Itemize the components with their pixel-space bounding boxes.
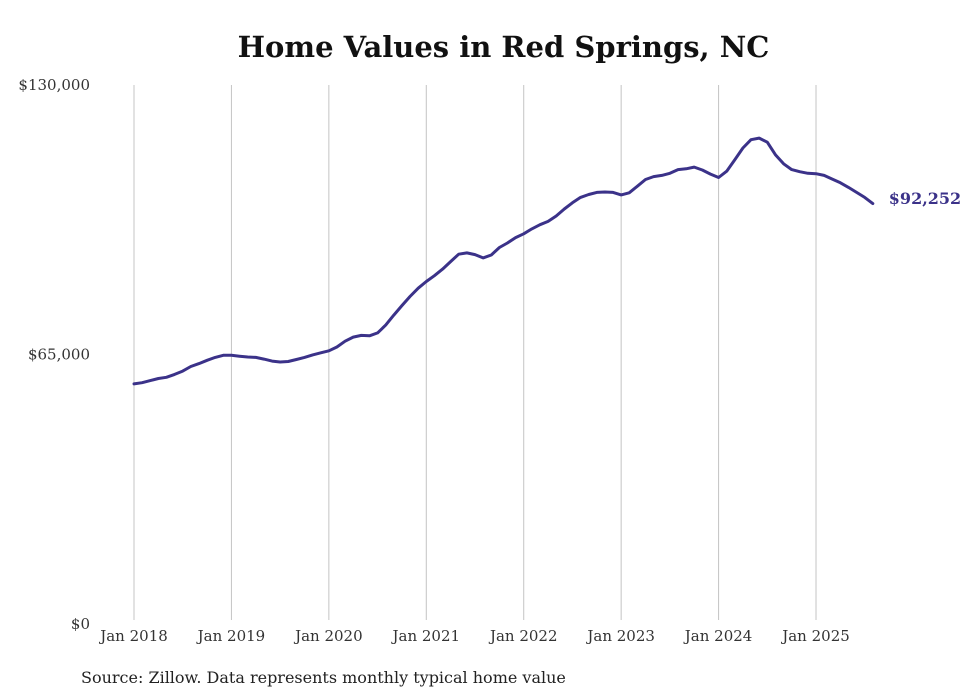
y-tick-label: $65,000 [28, 346, 90, 364]
y-axis-ticks: $0 $65,000 $130,000 [18, 76, 90, 633]
x-tick-label: Jan 2019 [196, 627, 266, 645]
x-tick-label: Jan 2024 [683, 627, 753, 645]
grid-layer [133, 85, 817, 620]
x-tick-label: Jan 2023 [585, 627, 655, 645]
chart-title: Home Values in Red Springs, NC [237, 30, 770, 64]
end-value-label: $92,252 [889, 189, 961, 208]
y-tick-label: $130,000 [18, 76, 90, 94]
x-axis-ticks: Jan 2018 Jan 2019 Jan 2020 Jan 2021 Jan 2022… [98, 627, 850, 645]
series-line [132, 136, 875, 386]
x-tick-label: Jan 2020 [293, 627, 363, 645]
x-tick-label: Jan 2021 [391, 627, 461, 645]
x-tick-label: Jan 2025 [780, 627, 850, 645]
series-layer: $92,252 [132, 136, 961, 386]
x-tick-label: Jan 2018 [98, 627, 168, 645]
y-tick-label: $0 [71, 615, 90, 633]
x-tick-label: Jan 2022 [488, 627, 558, 645]
source-note: Source: Zillow. Data represents monthly … [81, 668, 566, 687]
